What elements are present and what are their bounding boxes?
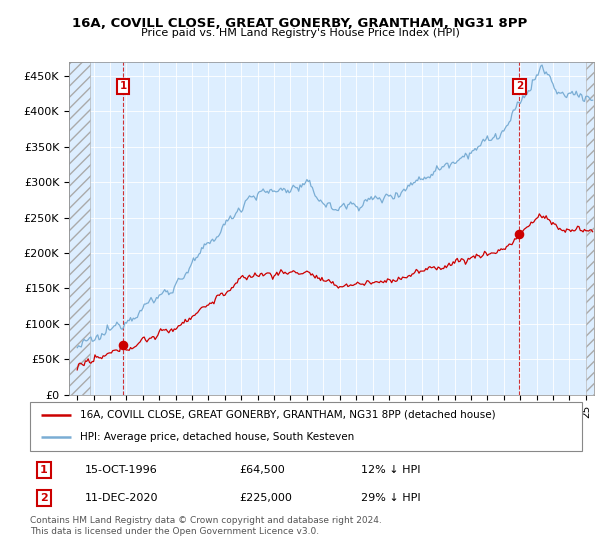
Bar (586, 62, 594, 395)
Text: 12% ↓ HPI: 12% ↓ HPI (361, 465, 421, 475)
Text: 2: 2 (516, 81, 523, 91)
Text: £225,000: £225,000 (240, 493, 293, 503)
Text: Contains HM Land Registry data © Crown copyright and database right 2024.
This d: Contains HM Land Registry data © Crown c… (30, 516, 382, 536)
Bar (69, 62, 89, 395)
Text: 15-OCT-1996: 15-OCT-1996 (85, 465, 158, 475)
Point (515, 230, 524, 239)
Text: 1: 1 (40, 465, 47, 475)
Text: HPI: Average price, detached house, South Kesteven: HPI: Average price, detached house, Sout… (80, 432, 354, 442)
Text: 16A, COVILL CLOSE, GREAT GONERBY, GRANTHAM, NG31 8PP (detached house): 16A, COVILL CLOSE, GREAT GONERBY, GRANTH… (80, 410, 496, 420)
Text: 29% ↓ HPI: 29% ↓ HPI (361, 493, 421, 503)
Point (118, 340, 128, 349)
Text: 16A, COVILL CLOSE, GREAT GONERBY, GRANTHAM, NG31 8PP: 16A, COVILL CLOSE, GREAT GONERBY, GRANTH… (73, 17, 527, 30)
Text: 1: 1 (119, 81, 127, 91)
Text: 2: 2 (40, 493, 47, 503)
Text: 11-DEC-2020: 11-DEC-2020 (85, 493, 158, 503)
Text: £64,500: £64,500 (240, 465, 286, 475)
FancyBboxPatch shape (30, 402, 582, 451)
Text: Price paid vs. HM Land Registry's House Price Index (HPI): Price paid vs. HM Land Registry's House … (140, 28, 460, 38)
